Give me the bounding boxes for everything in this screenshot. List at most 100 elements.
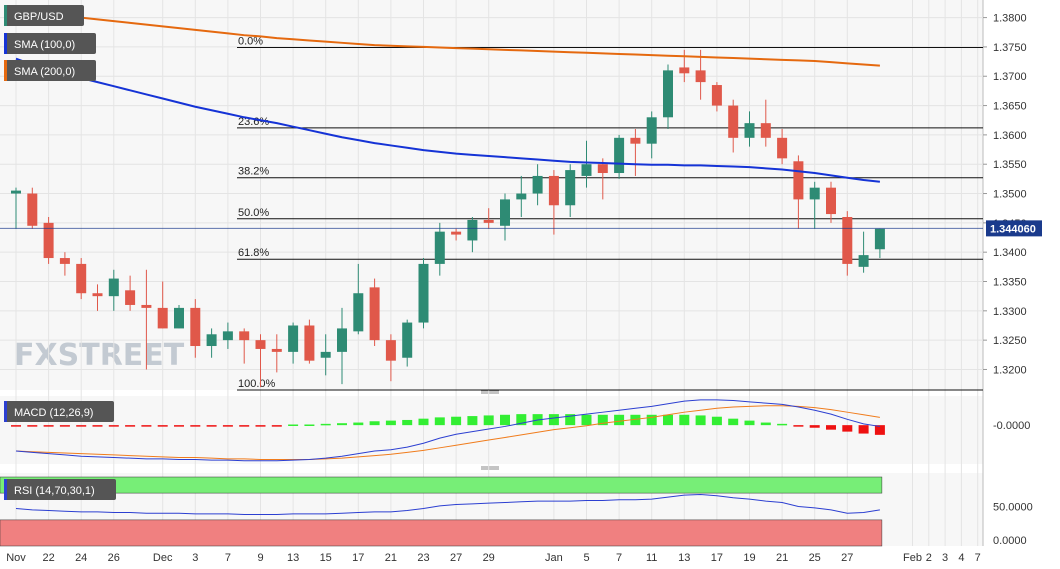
macd-histogram-bar <box>793 425 804 427</box>
time-tick-label: 13 <box>287 552 299 564</box>
time-tick-label: 23 <box>417 552 429 564</box>
time-tick-label: 17 <box>711 552 723 564</box>
price-tick-label: 1.3350 <box>993 277 1027 289</box>
candle-down <box>483 219 494 223</box>
time-tick-label: Nov <box>6 552 26 564</box>
svg-text:MACD (12,26,9): MACD (12,26,9) <box>14 407 93 419</box>
time-tick-label: 15 <box>320 552 332 564</box>
macd-histogram-bar <box>842 425 853 432</box>
fib-level-label: 50.0% <box>238 207 269 219</box>
macd-histogram-bar <box>255 425 266 427</box>
price-tick-label: 1.3250 <box>993 335 1027 347</box>
rsi-tag[interactable]: RSI (14,70,30,1) <box>4 479 116 500</box>
candle-down <box>304 325 315 361</box>
pane-splitter-macd[interactable] <box>481 390 499 394</box>
pane-splitter-rsi[interactable] <box>481 466 499 470</box>
macd-histogram-bar <box>451 416 462 426</box>
candle-down <box>842 216 853 264</box>
candle-up <box>206 334 217 347</box>
time-tick-label: 13 <box>678 552 690 564</box>
macd-histogram-bar <box>222 425 233 427</box>
macd-histogram-bar <box>206 425 217 427</box>
candle-up <box>11 190 21 194</box>
macd-histogram-bar <box>288 424 299 426</box>
macd-histogram-bar <box>565 414 576 426</box>
candle-down <box>157 307 168 329</box>
sma100-tag[interactable]: SMA (100,0) <box>4 33 96 54</box>
time-tick-label: 24 <box>75 552 87 564</box>
candle-down <box>385 340 396 361</box>
rsi-tick-label: 0.0000 <box>993 535 1027 547</box>
time-tick-label: 11 <box>646 552 657 564</box>
candle-down <box>695 70 706 83</box>
macd-histogram-bar <box>239 425 250 427</box>
candle-down <box>760 123 771 138</box>
time-tick-label: 5 <box>583 552 589 564</box>
last-price-value: 1.344060 <box>990 223 1036 235</box>
time-tick-label: Dec <box>153 552 173 564</box>
macd-histogram-bar <box>385 420 396 426</box>
svg-text:RSI (14,70,30,1): RSI (14,70,30,1) <box>14 485 95 497</box>
time-tick-label: Feb <box>903 552 922 564</box>
macd-histogram-bar <box>174 425 184 427</box>
candle-down <box>255 340 266 349</box>
macd-tag[interactable]: MACD (12,26,9) <box>4 401 114 422</box>
price-tick-label: 1.3650 <box>993 101 1027 113</box>
time-tick-label: 22 <box>42 552 54 564</box>
candle-up <box>581 164 592 176</box>
time-tick-label: 9 <box>257 552 263 564</box>
candle-up <box>500 199 510 226</box>
time-tick-label: Jan <box>545 552 563 564</box>
macd-histogram-bar <box>809 425 820 428</box>
rsi-tick-label: 50.0000 <box>993 502 1033 514</box>
candle-down <box>548 175 559 206</box>
macd-histogram-bar <box>92 425 103 427</box>
rsi-oversold-zone <box>0 519 883 547</box>
macd-histogram-bar <box>728 418 739 426</box>
macd-histogram-bar <box>141 425 152 427</box>
fib-level-label: 38.2% <box>238 166 269 178</box>
candle-down <box>59 258 70 264</box>
time-tick-label: 4 <box>958 552 964 564</box>
time-tick-label: 7 <box>225 552 231 564</box>
candle-down <box>76 263 87 294</box>
candle-down <box>793 161 804 200</box>
rsi-line <box>15 493 880 516</box>
macd-histogram-bar <box>646 414 657 426</box>
candle-up <box>320 351 331 358</box>
candle-up <box>288 325 299 352</box>
candle-down <box>43 222 54 259</box>
macd-histogram-bar <box>337 423 347 426</box>
rsi-overbought-zone <box>0 476 883 494</box>
macd-pane <box>0 396 983 464</box>
svg-text:SMA (200,0): SMA (200,0) <box>14 66 75 78</box>
macd-histogram-bar <box>418 418 429 426</box>
symbol-tag[interactable]: GBP/USD <box>4 5 84 26</box>
macd-histogram-bar <box>711 416 722 426</box>
candle-down <box>27 193 38 226</box>
time-tick-label: 26 <box>108 552 120 564</box>
macd-histogram-bar <box>320 423 331 426</box>
candle-up <box>565 170 576 206</box>
macd-histogram-bar <box>760 422 771 426</box>
price-tick-label: 1.3800 <box>993 13 1027 25</box>
candle-up <box>418 263 429 323</box>
macd-histogram-bar <box>483 415 494 426</box>
macd-histogram-bar <box>467 416 478 426</box>
macd-histogram-bar <box>500 414 510 426</box>
macd-histogram-bar <box>190 425 201 427</box>
macd-histogram-bar <box>597 414 608 426</box>
fib-level-label: 61.8% <box>238 247 269 259</box>
svg-text:GBP/USD: GBP/USD <box>14 11 64 23</box>
sma200-line <box>15 9 880 67</box>
macd-histogram-bar <box>27 425 38 427</box>
price-axis-area <box>983 0 1060 546</box>
macd-histogram-bar <box>614 414 625 426</box>
candle-down <box>679 67 690 74</box>
time-tick-label: 21 <box>776 552 788 564</box>
sma200-tag[interactable]: SMA (200,0) <box>4 60 96 81</box>
macd-histogram-bar <box>271 425 282 427</box>
time-tick-label: 7 <box>975 552 981 564</box>
macd-histogram-bar <box>11 425 21 427</box>
